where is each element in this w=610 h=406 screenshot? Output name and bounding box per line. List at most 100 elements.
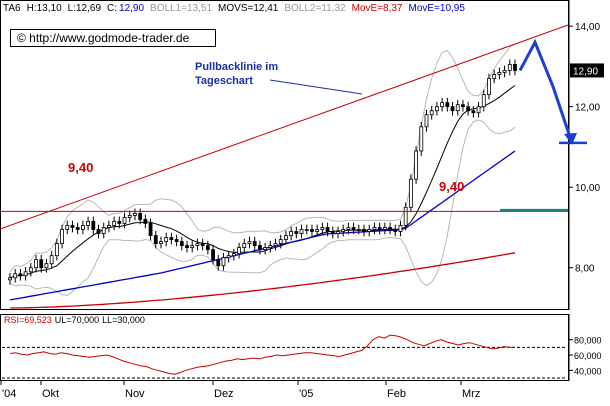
candle-body bbox=[481, 94, 486, 108]
candle-body bbox=[336, 231, 340, 234]
bollinger-upper-line bbox=[9, 43, 516, 273]
candle-body bbox=[471, 110, 476, 114]
candle-body bbox=[216, 259, 221, 267]
candle-body bbox=[179, 241, 184, 246]
candle-body bbox=[455, 104, 460, 112]
candle-body bbox=[23, 271, 28, 277]
candle-body bbox=[221, 257, 226, 267]
candle-body bbox=[351, 227, 356, 230]
ema-slow-line bbox=[10, 252, 516, 309]
watermark-box bbox=[10, 29, 216, 47]
candle-body bbox=[263, 247, 268, 251]
header-item: L:12,69 bbox=[68, 3, 102, 14]
candle-body bbox=[466, 106, 471, 112]
candle-body bbox=[367, 229, 372, 232]
candle-body bbox=[164, 237, 169, 242]
rsi-tick-label: 60,000 bbox=[574, 351, 602, 361]
candle-body bbox=[185, 245, 189, 249]
candle-body bbox=[91, 221, 96, 230]
candle-body bbox=[169, 237, 174, 240]
candle-body bbox=[75, 227, 80, 230]
candle-body bbox=[388, 227, 392, 230]
level-label-right: 9,40 bbox=[439, 179, 464, 194]
candle-body bbox=[86, 221, 90, 226]
candle-body bbox=[273, 243, 278, 246]
candle-body bbox=[195, 243, 200, 246]
candle-body bbox=[424, 114, 429, 128]
candle-body bbox=[487, 78, 491, 96]
annotation-line-2: Tageschart bbox=[195, 75, 253, 87]
rsi-tick-label: 80,000 bbox=[574, 336, 602, 346]
header-item: BOLL2=11,32 bbox=[284, 3, 346, 14]
candle-body bbox=[330, 231, 335, 234]
candle-body bbox=[289, 231, 294, 236]
candle-body bbox=[34, 259, 38, 269]
candle-body bbox=[54, 243, 59, 257]
projection-arrow bbox=[518, 38, 574, 144]
candle-body bbox=[320, 227, 325, 230]
candle-body bbox=[377, 227, 382, 230]
candle-body bbox=[65, 225, 70, 230]
last-price-box bbox=[570, 63, 604, 78]
candle-body bbox=[257, 245, 262, 251]
candle-body bbox=[44, 263, 49, 269]
candle-body bbox=[96, 229, 101, 234]
candle-body bbox=[284, 235, 288, 240]
last-price-label: 12,90 bbox=[573, 66, 598, 77]
candle-body bbox=[382, 227, 387, 230]
candle-body bbox=[299, 229, 304, 234]
candle-body bbox=[127, 214, 132, 218]
candle-body bbox=[13, 273, 18, 279]
header-item: 12,90 bbox=[119, 3, 144, 14]
candle-body bbox=[497, 72, 502, 75]
candle-body bbox=[143, 219, 148, 224]
header-item: MOVS=12,41 bbox=[218, 3, 279, 14]
rsi-line bbox=[9, 334, 515, 375]
candle-body bbox=[49, 255, 54, 265]
candle-body bbox=[18, 273, 23, 277]
candle-body bbox=[133, 212, 137, 216]
candle-body bbox=[419, 126, 424, 152]
candle-body bbox=[237, 247, 241, 255]
candle-body bbox=[408, 178, 413, 208]
bollinger-lower-line bbox=[9, 119, 516, 296]
header-item: MovE=10,95 bbox=[409, 3, 466, 14]
candle-body bbox=[403, 206, 408, 226]
candle-body bbox=[159, 241, 163, 244]
ema-fast-line bbox=[9, 150, 516, 301]
header-item: C: bbox=[107, 3, 117, 14]
candle-body bbox=[435, 106, 439, 112]
candle-body bbox=[507, 64, 512, 71]
header-item: TA6 bbox=[3, 3, 21, 14]
candle-body bbox=[461, 104, 465, 108]
candle-body bbox=[356, 229, 361, 231]
x-tick-label: Nov bbox=[125, 388, 145, 400]
rsi-header: RSI=69,523 UL=70,000 LL=30,000 bbox=[4, 315, 145, 325]
candle-body bbox=[315, 229, 320, 232]
candle-body bbox=[429, 110, 434, 116]
candle-body bbox=[440, 102, 445, 108]
candle-body bbox=[242, 243, 247, 249]
candle-body bbox=[148, 223, 153, 236]
candle-body bbox=[60, 229, 64, 244]
candle-body bbox=[247, 241, 252, 244]
candle-body bbox=[174, 239, 179, 242]
header-item: BOLL1=13,51 bbox=[150, 3, 212, 14]
level-label-left: 9,40 bbox=[68, 160, 93, 175]
candle-body bbox=[252, 241, 257, 246]
candle-body bbox=[414, 150, 418, 180]
rsi-header-item: LL=30,000 bbox=[102, 315, 145, 325]
header-item: H:13,10 bbox=[27, 3, 62, 14]
candle-body bbox=[205, 245, 210, 251]
indicator-header: TA6 H:13,10 L:12,69 C: 12,90 BOLL1=13,51 MOVS=… bbox=[3, 3, 465, 14]
candle-body bbox=[294, 231, 299, 234]
candle-body bbox=[211, 249, 215, 261]
annotation-pointer bbox=[269, 79, 363, 95]
candle-body bbox=[122, 217, 127, 224]
candle-body bbox=[268, 245, 273, 249]
watermark: © http://www.godmode-trader.de bbox=[17, 31, 190, 45]
candle-body bbox=[112, 221, 117, 226]
candle-body bbox=[8, 277, 12, 281]
rsi-tick-label: 40,000 bbox=[574, 366, 602, 376]
